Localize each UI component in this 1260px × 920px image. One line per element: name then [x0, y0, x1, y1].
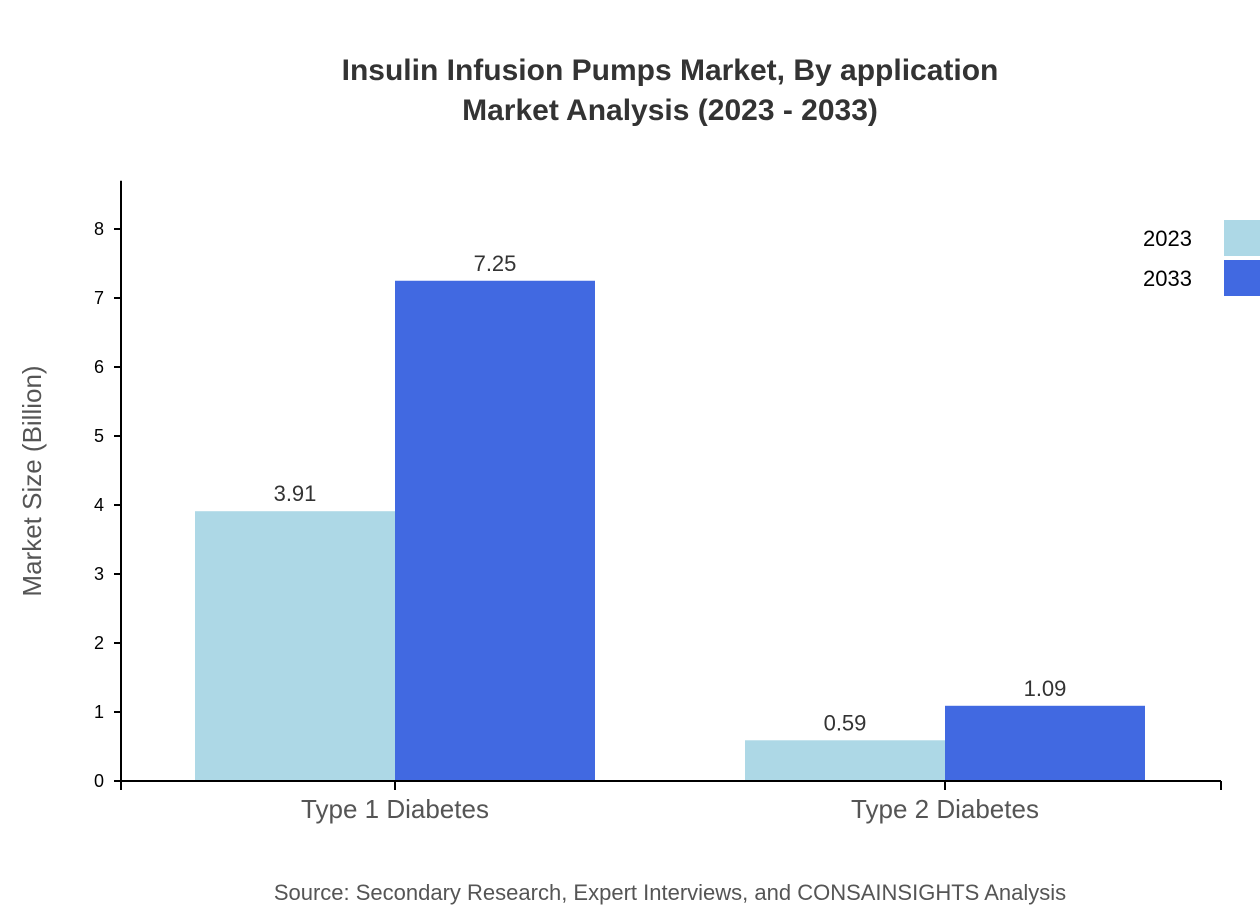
bar-2033-type-1-diabetes — [395, 280, 595, 781]
data-label: 3.91 — [274, 481, 317, 506]
bar-2023-type-2-diabetes — [745, 740, 945, 781]
chart-subtitle: Market Analysis (2023 - 2033) — [462, 94, 878, 127]
legend-label: 2023 — [1143, 226, 1192, 251]
y-axis: 0 1 2 3 4 5 6 7 8 — [94, 180, 122, 791]
bar-2033-type-2-diabetes — [945, 705, 1145, 781]
x-axis: Type 1 Diabetes Type 2 Diabetes — [120, 780, 1222, 824]
legend-swatch-2033 — [1224, 260, 1260, 296]
y-tick-label: 8 — [94, 219, 104, 239]
bar-2023-type-1-diabetes — [195, 511, 395, 781]
y-axis-label: Market Size (Billion) — [17, 365, 47, 596]
y-tick-label: 2 — [94, 633, 104, 653]
data-label: 7.25 — [474, 251, 517, 276]
legend: 2023 2033 — [1143, 220, 1260, 296]
x-tick-label: Type 1 Diabetes — [301, 794, 489, 824]
legend-label: 2033 — [1143, 266, 1192, 291]
data-label: 0.59 — [824, 710, 867, 735]
chart-title: Insulin Infusion Pumps Market, By applic… — [342, 54, 999, 87]
y-tick-label: 6 — [94, 357, 104, 377]
y-tick-label: 5 — [94, 426, 104, 446]
y-tick-label: 1 — [94, 702, 104, 722]
legend-swatch-2023 — [1224, 220, 1260, 256]
y-tick-label: 3 — [94, 564, 104, 584]
y-tick-label: 4 — [94, 495, 104, 515]
y-tick-label: 0 — [94, 771, 104, 791]
source-note: Source: Secondary Research, Expert Inter… — [274, 880, 1066, 905]
y-tick-label: 7 — [94, 288, 104, 308]
data-label: 1.09 — [1024, 676, 1067, 701]
x-tick-label: Type 2 Diabetes — [851, 794, 1039, 824]
